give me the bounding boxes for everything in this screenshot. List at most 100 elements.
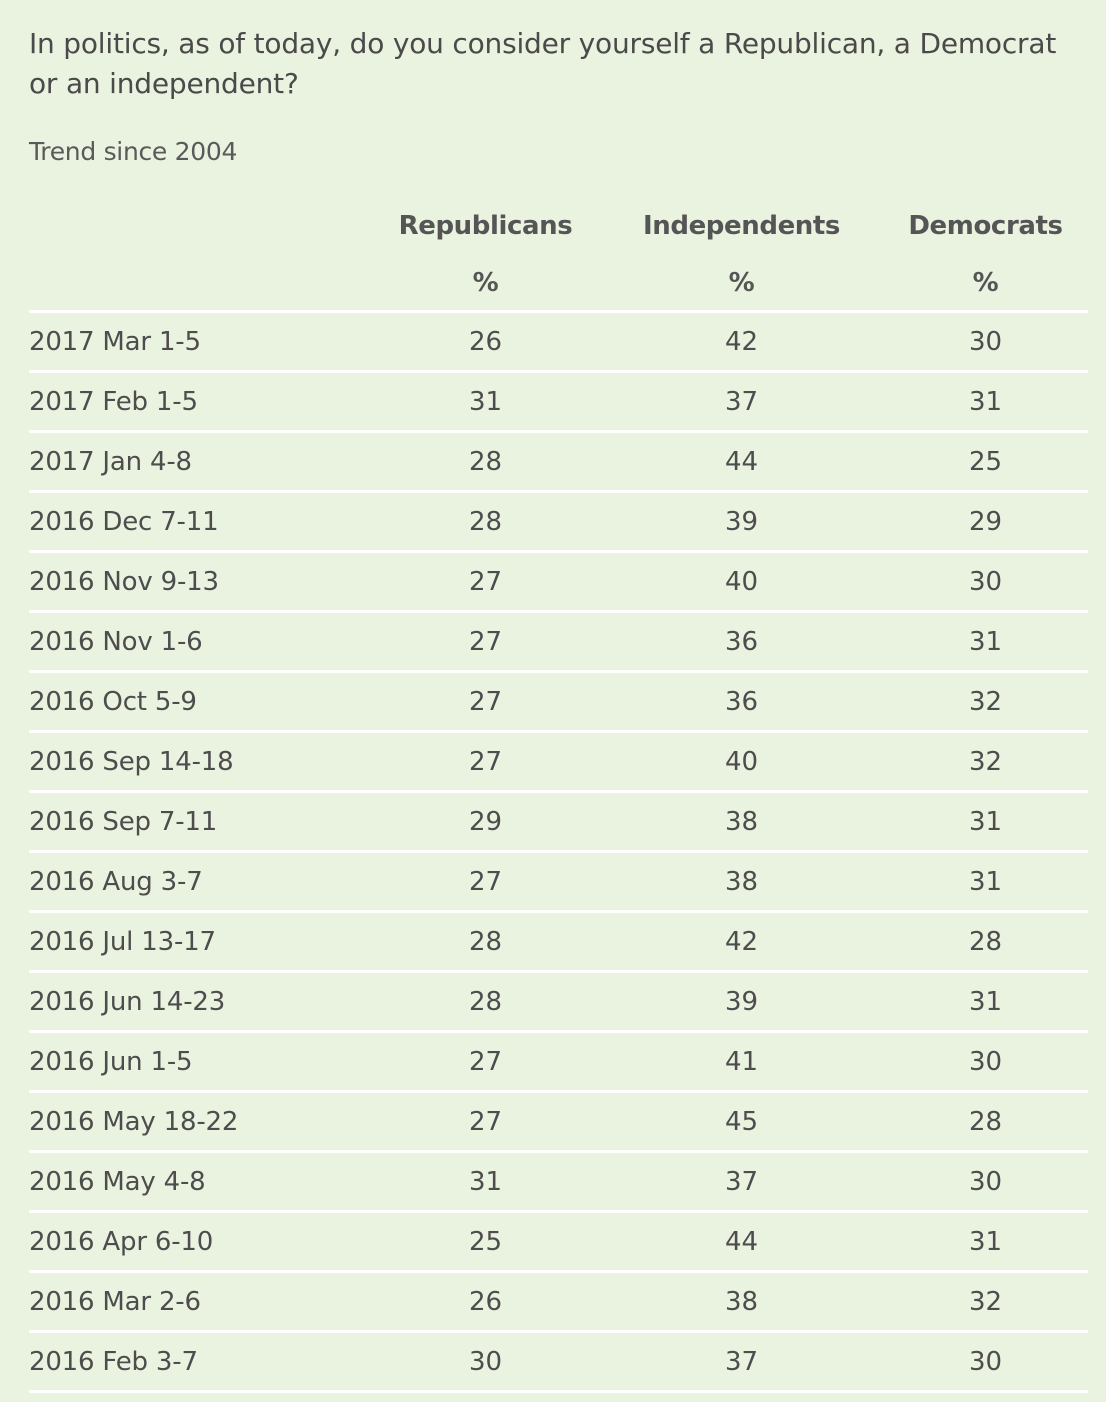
unit-democrats: % — [871, 256, 1088, 313]
table-row: 2016 Nov 9-13 27 40 30 — [29, 551, 1088, 613]
row-democrats-value: 30 — [871, 311, 1088, 373]
row-republicans-value: 27 — [359, 851, 612, 913]
row-independents-value: 37 — [612, 1151, 871, 1213]
row-date: 2016 Jun 1-5 — [29, 1031, 359, 1093]
table-row: 2016 Jun 14-23 28 39 31 — [29, 971, 1088, 1033]
row-republicans-value: 27 — [359, 671, 612, 733]
row-date: 2016 Nov 1-6 — [29, 611, 359, 673]
row-independents-value: 44 — [612, 431, 871, 493]
row-independents-value: 44 — [612, 1211, 871, 1273]
row-democrats-value: 32 — [871, 1271, 1088, 1333]
table-row: 2016 Dec 7-11 28 39 29 — [29, 491, 1088, 553]
table-body: 2017 Mar 1-5 26 42 30 2017 Feb 1-5 31 37 31 2017… — [29, 311, 1088, 1393]
row-republicans-value: 27 — [359, 1031, 612, 1093]
unit-independents: % — [612, 256, 871, 313]
table-row: 2016 Sep 14-18 27 40 32 — [29, 731, 1088, 793]
row-date: 2016 Mar 2-6 — [29, 1271, 359, 1333]
table-row: 2016 Mar 2-6 26 38 32 — [29, 1271, 1088, 1333]
row-independents-value: 45 — [612, 1091, 871, 1153]
row-independents-value: 41 — [612, 1031, 871, 1093]
table-row: 2016 Sep 7-11 29 38 31 — [29, 791, 1088, 853]
row-independents-value: 36 — [612, 671, 871, 733]
row-date: 2016 Nov 9-13 — [29, 551, 359, 613]
table-row: 2017 Jan 4-8 28 44 25 — [29, 431, 1088, 493]
row-date: 2016 Sep 7-11 — [29, 791, 359, 853]
row-democrats-value: 25 — [871, 431, 1088, 493]
table-unit-row: % % % — [29, 256, 1088, 313]
row-republicans-value: 28 — [359, 971, 612, 1033]
row-date: 2016 Aug 3-7 — [29, 851, 359, 913]
row-date: 2016 Oct 5-9 — [29, 671, 359, 733]
row-republicans-value: 26 — [359, 1271, 612, 1333]
row-republicans-value: 27 — [359, 551, 612, 613]
row-independents-value: 37 — [612, 371, 871, 433]
row-republicans-value: 28 — [359, 911, 612, 973]
row-date: 2016 Jul 13-17 — [29, 911, 359, 973]
table-row: 2017 Feb 1-5 31 37 31 — [29, 371, 1088, 433]
row-independents-value: 40 — [612, 551, 871, 613]
row-independents-value: 39 — [612, 971, 871, 1033]
row-independents-value: 42 — [612, 911, 871, 973]
table-row: 2016 Oct 5-9 27 36 32 — [29, 671, 1088, 733]
row-date: 2017 Mar 1-5 — [29, 311, 359, 373]
row-democrats-value: 30 — [871, 1031, 1088, 1093]
row-republicans-value: 26 — [359, 311, 612, 373]
table-header-row: Republicans Independents Democrats — [29, 196, 1088, 256]
row-independents-value: 38 — [612, 1271, 871, 1333]
row-republicans-value: 30 — [359, 1331, 612, 1393]
row-republicans-value: 29 — [359, 791, 612, 853]
row-democrats-value: 32 — [871, 731, 1088, 793]
row-republicans-value: 28 — [359, 431, 612, 493]
unit-republicans: % — [359, 256, 612, 313]
header-republicans: Republicans — [398, 211, 573, 241]
row-date: 2017 Jan 4-8 — [29, 431, 359, 493]
row-democrats-value: 30 — [871, 1151, 1088, 1213]
row-date: 2016 May 18-22 — [29, 1091, 359, 1153]
row-democrats-value: 29 — [871, 491, 1088, 553]
row-date: 2016 Jun 14-23 — [29, 971, 359, 1033]
row-date: 2016 Sep 14-18 — [29, 731, 359, 793]
row-republicans-value: 31 — [359, 371, 612, 433]
row-democrats-value: 28 — [871, 1091, 1088, 1153]
row-democrats-value: 32 — [871, 671, 1088, 733]
table-row: 2016 May 18-22 27 45 28 — [29, 1091, 1088, 1153]
row-date: 2016 Dec 7-11 — [29, 491, 359, 553]
unit-date-blank — [29, 256, 359, 313]
table-row: 2016 Jun 1-5 27 41 30 — [29, 1031, 1088, 1093]
trend-subtitle: Trend since 2004 — [29, 137, 238, 166]
row-independents-value: 36 — [612, 611, 871, 673]
question-title: In politics, as of today, do you conside… — [29, 27, 1057, 100]
row-democrats-value: 31 — [871, 791, 1088, 853]
table-row: 2016 Feb 3-7 30 37 30 — [29, 1331, 1088, 1393]
row-democrats-value: 31 — [871, 611, 1088, 673]
header-date-blank — [29, 196, 359, 256]
table-row: 2016 Apr 6-10 25 44 31 — [29, 1211, 1088, 1273]
row-democrats-value: 31 — [871, 971, 1088, 1033]
table-row: 2017 Mar 1-5 26 42 30 — [29, 311, 1088, 373]
row-independents-value: 42 — [612, 311, 871, 373]
row-democrats-value: 31 — [871, 851, 1088, 913]
row-independents-value: 40 — [612, 731, 871, 793]
row-date: 2016 May 4-8 — [29, 1151, 359, 1213]
row-democrats-value: 30 — [871, 1331, 1088, 1393]
row-democrats-value: 31 — [871, 371, 1088, 433]
party-id-trend-table: Republicans Independents Democrats % % %… — [29, 196, 1088, 1393]
row-republicans-value: 25 — [359, 1211, 612, 1273]
row-democrats-value: 30 — [871, 551, 1088, 613]
row-independents-value: 37 — [612, 1331, 871, 1393]
table-row: 2016 Aug 3-7 27 38 31 — [29, 851, 1088, 913]
row-democrats-value: 28 — [871, 911, 1088, 973]
row-republicans-value: 28 — [359, 491, 612, 553]
row-republicans-value: 31 — [359, 1151, 612, 1213]
row-independents-value: 39 — [612, 491, 871, 553]
row-independents-value: 38 — [612, 851, 871, 913]
row-date: 2017 Feb 1-5 — [29, 371, 359, 433]
row-republicans-value: 27 — [359, 731, 612, 793]
table-row: 2016 Nov 1-6 27 36 31 — [29, 611, 1088, 673]
table-row: 2016 Jul 13-17 28 42 28 — [29, 911, 1088, 973]
row-date: 2016 Apr 6-10 — [29, 1211, 359, 1273]
row-democrats-value: 31 — [871, 1211, 1088, 1273]
row-republicans-value: 27 — [359, 1091, 612, 1153]
row-republicans-value: 27 — [359, 611, 612, 673]
row-independents-value: 38 — [612, 791, 871, 853]
